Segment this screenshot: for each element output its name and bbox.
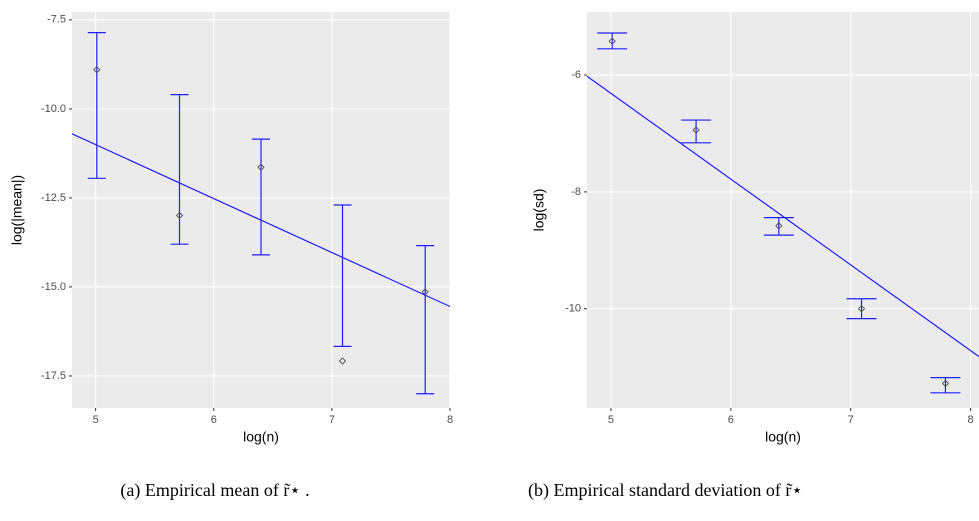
y-tick-label: -6: [571, 69, 581, 81]
caption: (a) Empirical mean of r̃⋆ .: [120, 480, 309, 501]
x-tick-label: 6: [211, 414, 217, 426]
fit-line: [71, 133, 451, 308]
point: [175, 211, 184, 219]
fit-line: [586, 75, 979, 358]
point: [608, 37, 616, 45]
y-tick-label: -15.0: [41, 281, 66, 293]
point: [338, 357, 347, 365]
x-tick-label: 5: [93, 414, 99, 426]
x-tick-label: 8: [968, 414, 974, 426]
point: [93, 66, 101, 74]
y-tick-label: -8: [571, 186, 581, 198]
x-tick-label: 5: [608, 414, 614, 426]
y-tick-label: -7.5: [47, 14, 66, 26]
x-tick-label: 8: [447, 414, 453, 426]
y-axis-label: log(sd): [531, 189, 547, 232]
y-tick-label: -17.5: [41, 370, 66, 382]
x-tick-label: 7: [329, 414, 335, 426]
point: [692, 126, 700, 134]
y-tick-label: -12.5: [41, 192, 66, 204]
caption: (b) Empirical standard deviation of r̃⋆: [528, 480, 803, 501]
y-tick-label: -10.0: [41, 103, 66, 115]
x-tick-label: 7: [848, 414, 854, 426]
x-axis-label: log(n): [765, 429, 801, 445]
point: [857, 305, 866, 313]
x-tick-label: 6: [728, 414, 734, 426]
plot-background: [587, 12, 979, 408]
x-axis-label: log(n): [243, 429, 279, 445]
y-axis-label: log(|mean|): [9, 175, 25, 245]
y-tick-label: -10: [565, 303, 581, 315]
point: [941, 379, 950, 388]
point: [257, 163, 265, 171]
point: [775, 222, 783, 230]
